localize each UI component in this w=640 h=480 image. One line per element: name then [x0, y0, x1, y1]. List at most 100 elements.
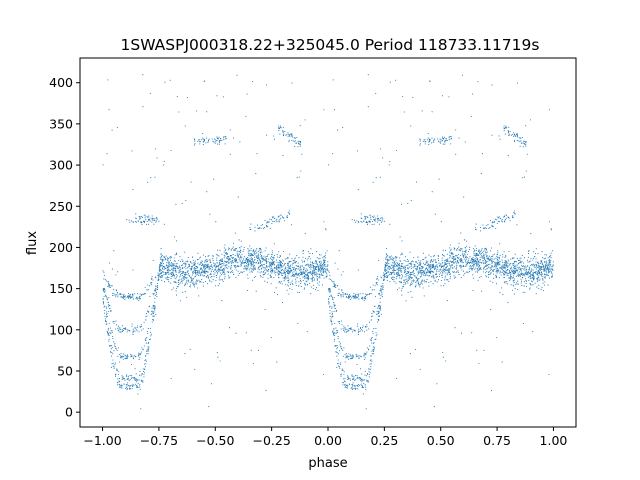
data-point	[413, 266, 415, 268]
data-point	[269, 265, 271, 267]
data-point	[383, 276, 386, 278]
data-point	[293, 266, 295, 268]
data-point	[342, 378, 344, 380]
data-point	[328, 289, 330, 291]
data-point	[158, 274, 160, 276]
data-point	[114, 363, 116, 365]
data-point	[465, 263, 467, 265]
data-point	[341, 369, 343, 371]
data-point	[499, 261, 501, 263]
data-point	[149, 92, 151, 94]
data-point	[546, 262, 548, 264]
data-point	[249, 227, 251, 229]
data-point	[419, 263, 421, 265]
data-point	[216, 257, 218, 259]
data-point	[527, 250, 529, 252]
data-point	[475, 267, 477, 269]
data-point	[166, 276, 168, 278]
data-point	[423, 272, 426, 274]
data-point	[338, 365, 340, 367]
data-point	[501, 265, 503, 267]
data-point	[446, 274, 448, 276]
data-point	[170, 272, 172, 274]
data-point	[393, 276, 395, 278]
data-point	[253, 276, 255, 278]
data-point	[252, 279, 254, 281]
data-point	[509, 263, 511, 265]
data-point	[470, 262, 472, 264]
data-point	[503, 273, 505, 276]
data-point	[535, 266, 537, 268]
data-point	[204, 272, 206, 274]
data-point	[345, 293, 347, 295]
data-point	[251, 260, 254, 262]
data-point	[519, 262, 522, 264]
data-point	[476, 257, 478, 259]
data-point	[171, 275, 173, 277]
data-point	[276, 294, 278, 296]
data-point	[173, 277, 175, 279]
data-point	[357, 332, 359, 334]
data-point	[396, 265, 398, 267]
data-point	[428, 272, 431, 274]
data-point	[508, 126, 510, 128]
data-point	[379, 220, 381, 222]
data-point	[537, 281, 539, 283]
data-point	[440, 142, 442, 144]
data-point	[463, 256, 465, 258]
data-point	[392, 276, 394, 278]
data-point	[531, 263, 533, 266]
data-point	[280, 272, 282, 274]
data-point	[465, 261, 467, 263]
data-point	[442, 249, 444, 251]
data-point	[548, 262, 550, 264]
data-point	[521, 276, 523, 278]
data-point	[202, 137, 204, 139]
data-point	[348, 383, 350, 385]
data-point	[293, 137, 295, 139]
data-point	[156, 218, 158, 220]
data-point	[491, 222, 493, 224]
data-point	[404, 256, 406, 258]
data-point	[347, 297, 349, 299]
data-point	[449, 244, 451, 246]
data-point	[385, 258, 387, 260]
data-point	[299, 141, 302, 143]
data-point	[329, 315, 331, 317]
data-point	[407, 264, 409, 266]
data-point	[492, 266, 494, 268]
data-point	[422, 262, 424, 264]
data-point	[403, 286, 405, 288]
data-point	[145, 313, 148, 315]
data-point	[456, 255, 458, 257]
data-point	[312, 271, 314, 273]
data-point	[337, 292, 339, 294]
data-point	[514, 212, 516, 214]
data-point	[272, 217, 274, 219]
data-point	[444, 268, 446, 270]
data-point	[406, 278, 408, 280]
data-point	[473, 262, 475, 264]
data-point	[178, 266, 180, 268]
data-point	[428, 281, 430, 284]
data-point	[393, 271, 395, 273]
data-point	[323, 261, 326, 263]
data-point	[302, 256, 304, 258]
data-point	[309, 261, 312, 263]
data-point	[337, 268, 339, 270]
data-point	[541, 251, 543, 253]
data-point	[362, 293, 364, 295]
data-point	[313, 274, 316, 276]
data-point	[157, 272, 159, 274]
data-point	[111, 129, 113, 131]
data-point	[243, 268, 245, 270]
data-point	[383, 277, 385, 279]
data-point	[307, 269, 309, 271]
data-point	[193, 269, 196, 271]
data-point	[455, 255, 457, 257]
data-point	[351, 331, 354, 333]
data-point	[222, 280, 224, 283]
data-point	[464, 273, 466, 275]
data-point	[174, 254, 176, 256]
data-point	[342, 369, 344, 371]
